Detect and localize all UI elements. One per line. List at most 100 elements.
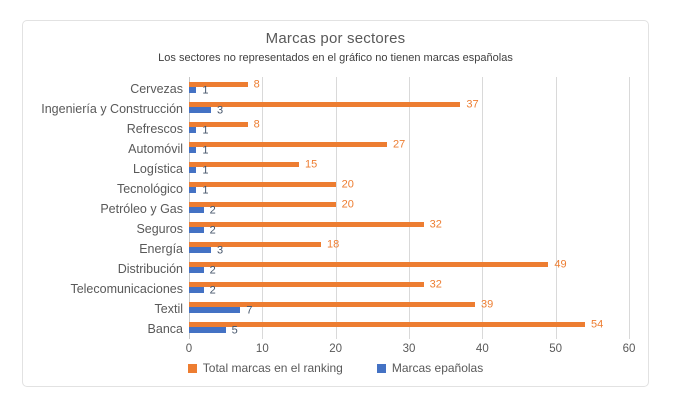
x-tick-label-40: 40 [475,343,489,355]
data-label-espanolas-2: 1 [202,124,209,136]
gridline-x-30 [409,77,410,339]
x-tick-label-20: 20 [329,343,343,355]
data-label-espanolas-12: 5 [231,324,238,336]
data-label-espanolas-0: 1 [202,84,209,96]
category-label-8: Energía [139,242,183,256]
bar-espanolas-12 [189,327,226,333]
bar-espanolas-5 [189,187,197,193]
data-label-espanolas-4: 1 [202,164,209,176]
x-axis: 0 10 20 30 40 50 60 [186,343,636,357]
data-label-total-8: 18 [327,238,340,250]
data-label-espanolas-6: 2 [209,204,216,216]
data-label-total-2: 8 [253,118,260,130]
category-label-5: Tecnológico [116,182,183,196]
gridline-x-40 [482,77,484,339]
bar-espanolas-9 [189,267,204,273]
bar-total-6 [189,202,336,207]
bar-row-1: Ingeniería y Construcción 37 3 [41,98,629,119]
data-label-espanolas-9: 2 [209,264,216,276]
bar-total-1 [189,102,461,107]
bar-row-6: Petróleo y Gas 20 2 [100,198,629,219]
bar-total-10 [189,282,424,287]
data-label-total-12: 54 [591,318,604,330]
data-label-total-6: 20 [341,198,354,210]
bar-row-3: Automóvil 27 1 [128,138,629,159]
data-label-total-3: 27 [393,138,406,150]
chart-title: Marcas por sectores [265,30,406,47]
bar-espanolas-3 [189,147,197,153]
data-label-total-1: 37 [466,98,479,110]
data-label-espanolas-8: 3 [217,244,224,256]
category-label-9: Distribución [117,262,183,276]
chart-frame: Marcas por sectores Los sectores no repr… [22,20,649,387]
data-label-total-7: 32 [429,218,442,230]
gridline-x-20 [335,77,337,339]
legend-label-total-marcas: Total marcas en el ranking [202,361,343,375]
bar-row-11: Textil 39 7 [155,298,629,319]
bar-total-8 [189,242,321,247]
data-label-espanolas-7: 2 [209,224,216,236]
data-label-espanolas-5: 1 [202,184,209,196]
bar-total-12 [189,322,585,327]
bar-total-7 [189,222,424,227]
x-tick-label-60: 60 [622,343,636,355]
bar-espanolas-10 [189,287,204,293]
data-label-espanolas-1: 3 [217,104,224,116]
bar-espanolas-1 [189,107,211,113]
x-tick-label-0: 0 [185,343,193,355]
bar-row-10: Telecomunicaciones 32 2 [70,278,629,299]
gridline-x-60 [629,77,630,339]
bar-total-5 [189,182,336,187]
bar-espanolas-0 [189,87,197,93]
data-label-total-11: 39 [481,298,494,310]
bar-row-4: Logística 15 1 [133,158,629,179]
x-tick-label-50: 50 [549,343,563,355]
bar-total-3 [189,142,387,147]
x-tick-label-30: 30 [402,343,416,355]
bar-row-5: Tecnológico 20 1 [117,178,629,199]
legend-label-marcas-espanolas: Marcas epañolas [391,361,484,375]
gridline-x-10 [262,77,264,339]
data-label-espanolas-3: 1 [202,144,209,156]
bar-espanolas-7 [189,227,204,233]
data-label-total-10: 32 [429,278,442,290]
data-label-total-4: 15 [305,158,318,170]
bar-total-4 [189,162,299,167]
category-label-12: Banca [147,322,183,336]
category-label-11: Textil [154,302,183,316]
bar-espanolas-8 [189,247,211,253]
data-label-total-9: 49 [554,258,567,270]
category-label-1: Ingeniería y Construcción [41,102,183,116]
bar-row-12: Banca 54 5 [148,318,629,339]
data-label-espanolas-10: 2 [209,284,216,296]
bar-total-9 [189,262,549,267]
category-label-3: Automóvil [128,142,183,156]
legend-swatch-orange-icon [187,363,197,373]
data-label-total-5: 20 [341,178,354,190]
chart-subtitle: Los sectores no representados en el gráf… [158,52,513,64]
bar-row-9: Distribución 49 2 [118,258,629,279]
category-label-7: Seguros [136,222,183,236]
bar-espanolas-4 [189,167,197,173]
bar-row-0: Cervezas 8 1 [130,78,629,99]
bar-total-0 [189,82,248,87]
data-label-espanolas-11: 7 [246,304,253,316]
category-label-10: Telecomunicaciones [70,282,183,296]
bar-row-8: Energía 18 3 [139,238,629,259]
bar-row-2: Refrescos 8 1 [127,118,629,139]
data-label-total-0: 8 [253,78,260,90]
x-tick-label-10: 10 [255,343,269,355]
category-label-6: Petróleo y Gas [100,202,183,216]
bar-espanolas-6 [189,207,204,213]
legend-item-total-marcas: Total marcas en el ranking [187,361,343,375]
legend-swatch-blue-icon [376,363,386,373]
category-label-4: Logística [132,162,183,176]
category-label-2: Refrescos [126,122,183,136]
bar-total-2 [189,122,248,127]
category-label-0: Cervezas [130,82,183,96]
gridline-x-50 [555,77,557,339]
plot-area: Cervezas 8 1 Ingeniería y Construcción 37 3 Re… [41,77,630,339]
bar-espanolas-2 [189,127,197,133]
bar-total-11 [189,302,475,307]
